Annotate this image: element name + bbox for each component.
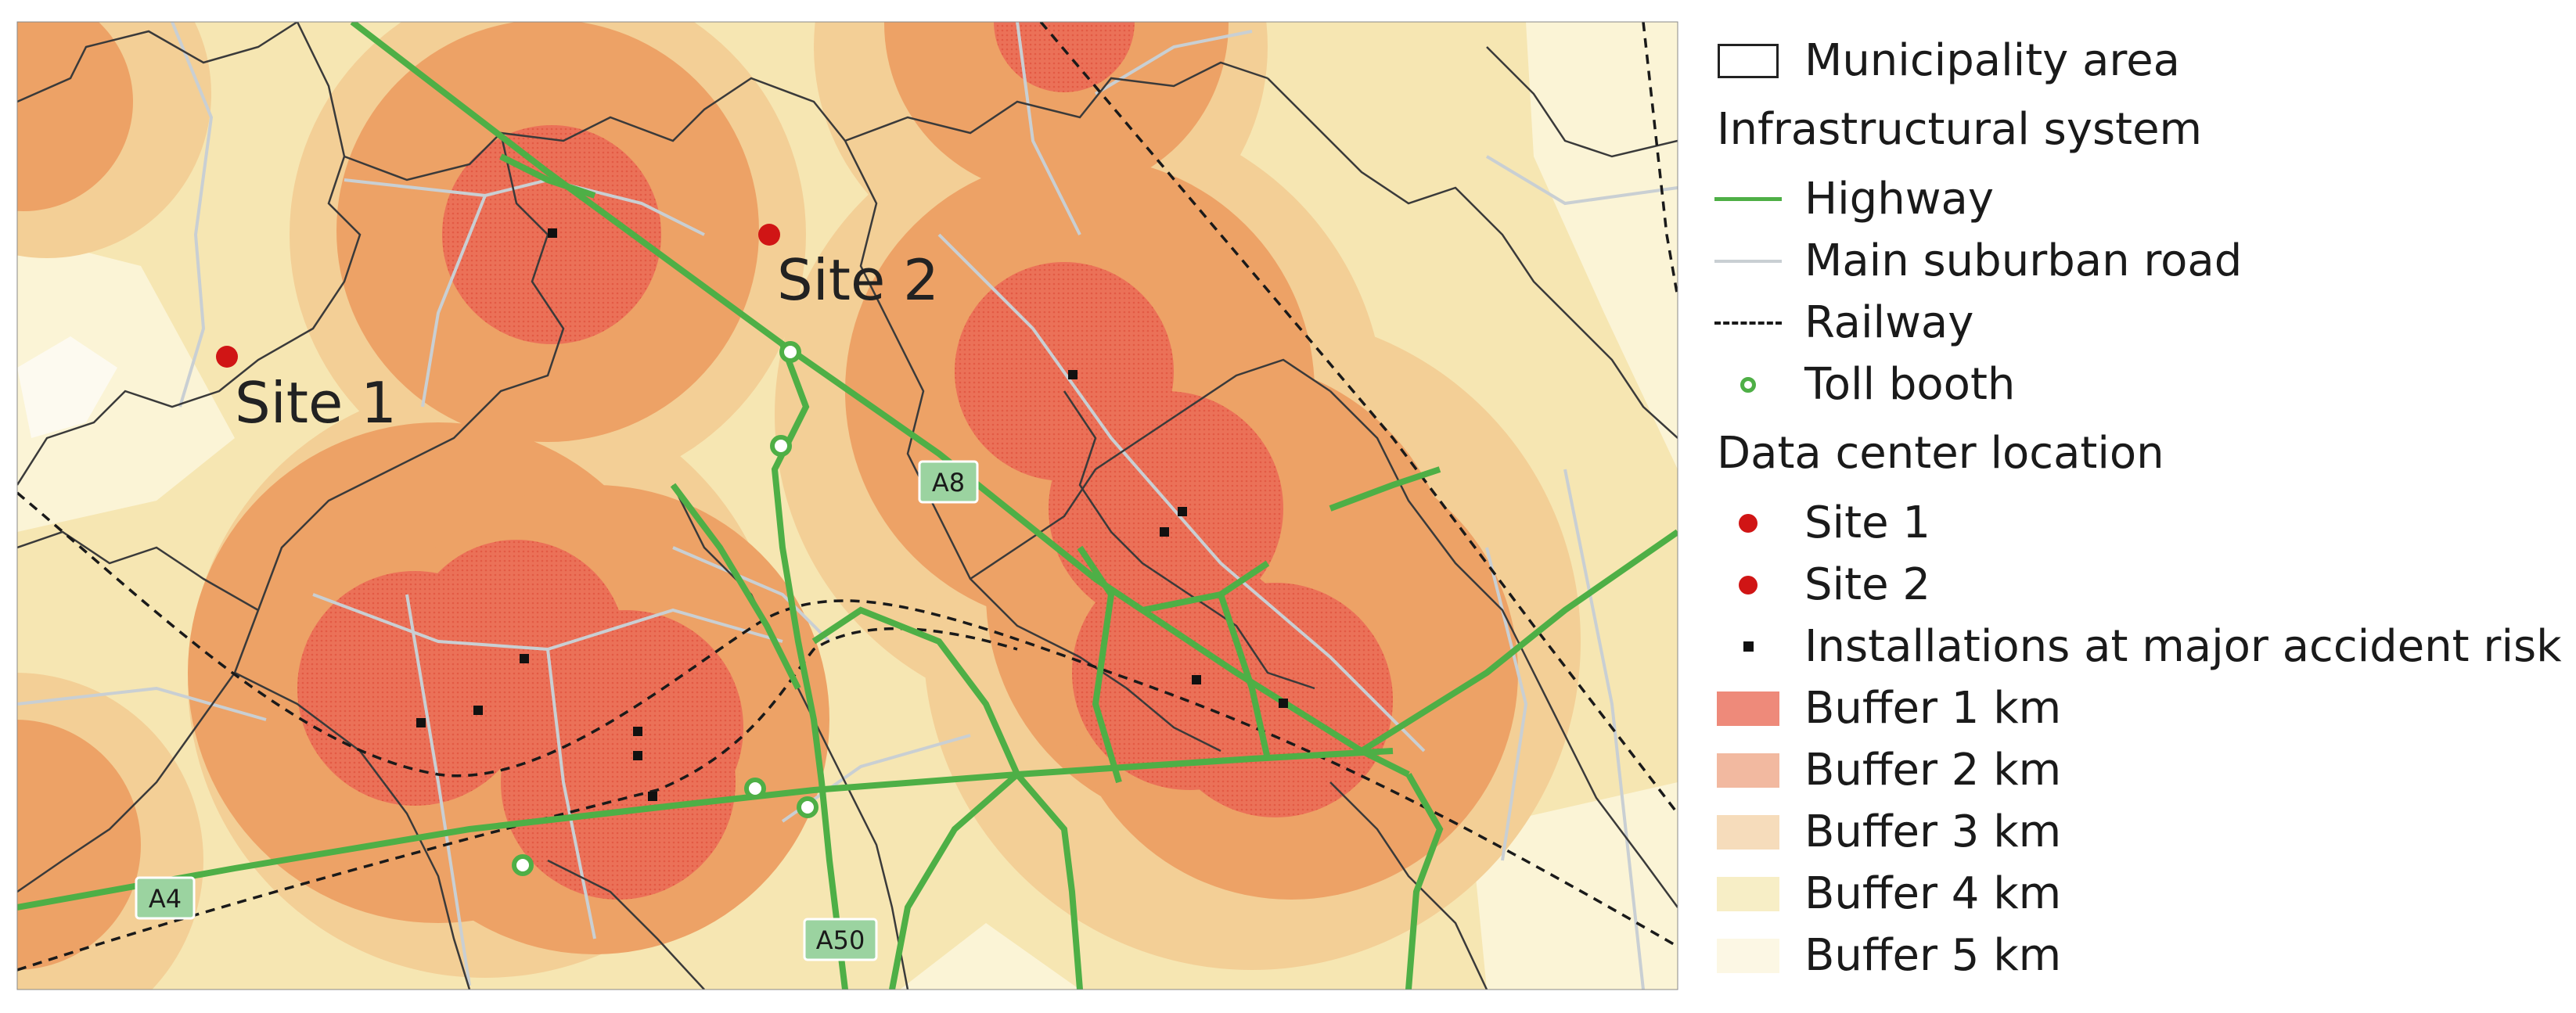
municipality-boundaries [17, 22, 1678, 990]
buffer-3km-swatch-icon [1712, 801, 1784, 863]
railway-line-icon [1712, 292, 1784, 354]
buffer-4km-swatch-icon [1712, 863, 1784, 925]
map-frame [16, 21, 1678, 990]
site-2-label: Site 2 [777, 247, 939, 313]
toll-booths [512, 341, 818, 876]
highway-shield-a8: A8 [918, 460, 979, 504]
installation-icon [1192, 675, 1201, 684]
installation-icon [648, 792, 657, 801]
legend-item-buffer-5: Buffer 5 km [1712, 925, 2573, 986]
legend-item-buffer-2: Buffer 2 km [1712, 739, 2573, 801]
toll-booth-icon [779, 341, 801, 363]
legend-item-highway: Highway [1712, 168, 2573, 230]
legend-label: Site 2 [1804, 559, 1930, 610]
legend-label: Railway [1804, 296, 1974, 348]
installation-icon [1068, 370, 1078, 379]
legend-item-buffer-3: Buffer 3 km [1712, 801, 2573, 863]
legend-heading-data-center: Data center location [1717, 428, 2164, 479]
legend-label: Site 1 [1804, 497, 1930, 548]
legend-label: Buffer 1 km [1804, 682, 2062, 734]
railways [17, 22, 1678, 972]
highway-shield-a4: A4 [135, 876, 196, 920]
legend-label: Municipality area [1804, 34, 2180, 86]
site-2-marker[interactable] [758, 224, 780, 246]
installation-icon [416, 718, 426, 727]
installation-icon [548, 228, 557, 238]
toll-booth-icon [797, 796, 818, 818]
legend-item-toll-booth: Toll booth [1712, 354, 2573, 415]
installation-icon [1279, 699, 1288, 708]
legend-label: Buffer 3 km [1804, 806, 2062, 857]
site-dot-icon [1712, 554, 1784, 616]
highway-line-icon [1712, 168, 1784, 230]
legend-label: Installations at major accident risk [1804, 620, 2562, 672]
legend-item-site-1: Site 1 [1712, 492, 2573, 554]
installation-icon [1178, 507, 1187, 516]
buffer-1km-swatch-icon [1712, 677, 1784, 739]
installation-icon [473, 706, 483, 715]
legend-item-main-road: Main suburban road [1712, 230, 2573, 292]
svg-text:A8: A8 [932, 468, 965, 498]
svg-text:A4: A4 [149, 884, 182, 914]
municipality-area-icon [1712, 30, 1784, 92]
main-suburban-roads [17, 22, 1678, 990]
buffer-5km-swatch-icon [1712, 925, 1784, 986]
map-canvas[interactable]: Site 1 Site 2 A8 A4 A50 [0, 0, 1682, 1013]
legend-item-municipality: Municipality area [1712, 30, 2573, 92]
legend-item-site-2: Site 2 [1712, 554, 2573, 616]
map-legend: Municipality area Infrastructural system… [1712, 30, 2573, 986]
toll-booth-icon [770, 435, 792, 457]
legend-item-buffer-4: Buffer 4 km [1712, 863, 2573, 925]
installation-icon [633, 727, 642, 736]
highway-shield-a50: A50 [803, 918, 878, 961]
legend-heading-infrastructure: Infrastructural system [1717, 104, 2203, 155]
installation-icon [633, 751, 642, 760]
legend-label: Buffer 5 km [1804, 929, 2062, 981]
toll-booth-icon [512, 854, 534, 876]
buffer-5km-areas [17, 22, 1678, 990]
legend-label: Main suburban road [1804, 235, 2243, 286]
site-dot-icon [1712, 492, 1784, 554]
buffer-2km-swatch-icon [1712, 739, 1784, 801]
road-line-icon [1712, 230, 1784, 292]
legend-item-buffer-1: Buffer 1 km [1712, 677, 2573, 739]
legend-label: Toll booth [1804, 358, 2016, 410]
legend-label: Buffer 4 km [1804, 868, 2062, 919]
installation-icon [520, 654, 529, 663]
site-1-marker[interactable] [216, 346, 238, 368]
outside-buffer-area [17, 336, 117, 438]
legend-item-installations: Installations at major accident risk [1712, 616, 2573, 677]
legend-item-railway: Railway [1712, 292, 2573, 354]
toll-booth-icon [744, 778, 766, 799]
installation-icon [1160, 527, 1169, 537]
legend-label: Buffer 2 km [1804, 744, 2062, 796]
installations-major-accident-risk [416, 228, 1288, 801]
site-1-label: Site 1 [235, 370, 397, 436]
legend-label: Highway [1804, 173, 1994, 225]
installation-icon [1712, 616, 1784, 677]
toll-booth-icon [1712, 354, 1784, 415]
highways [17, 22, 1678, 990]
svg-text:A50: A50 [816, 925, 865, 955]
